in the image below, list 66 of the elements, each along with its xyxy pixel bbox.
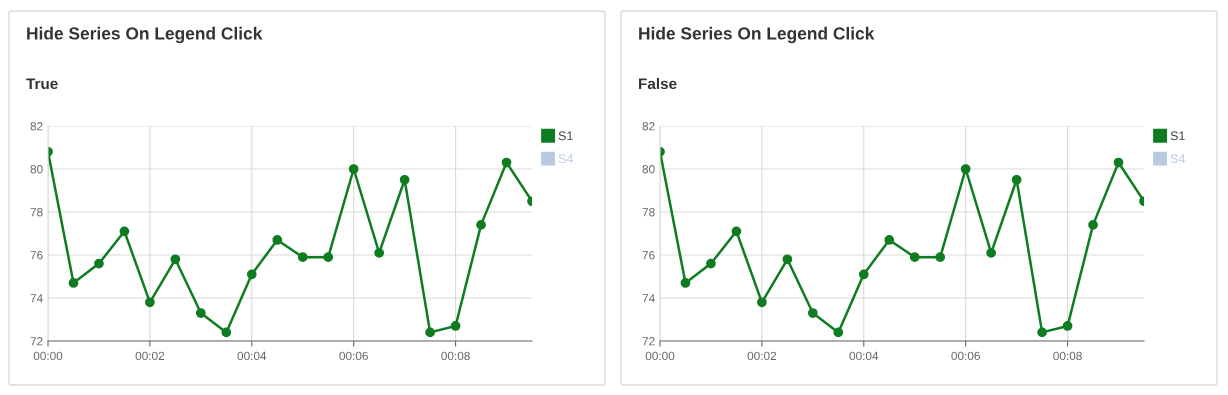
point [706, 258, 716, 269]
legend-label: S4 [558, 154, 574, 164]
point [960, 164, 971, 174]
chart-title: Hide Series On Legend Click [639, 26, 875, 44]
x-tick-label: 00:04 [237, 351, 267, 361]
chart-subtitle: True [26, 78, 58, 90]
x-tick-label: 00:04 [849, 351, 879, 361]
x-tick-label: 00:00 [33, 351, 63, 361]
point [68, 278, 79, 288]
point [450, 321, 461, 331]
y-tick-label: 76 [30, 251, 43, 260]
y-tick-label: 80 [30, 165, 43, 174]
point [501, 157, 512, 168]
point [348, 164, 359, 174]
y-tick-label: 72 [642, 337, 655, 346]
point [680, 278, 691, 288]
x-tick-label: 00:08 [441, 351, 470, 361]
point [935, 252, 946, 263]
point [297, 252, 308, 263]
point [757, 297, 767, 308]
point [94, 258, 104, 269]
y-tick-label: 78 [30, 208, 43, 217]
point [195, 308, 206, 318]
point [782, 254, 793, 265]
y-tick-label: 76 [642, 251, 655, 260]
point [833, 327, 844, 338]
point [145, 297, 155, 308]
y-tick-label: 82 [642, 122, 655, 131]
legend-label: S1 [1170, 131, 1185, 141]
point [221, 327, 232, 338]
x-tick-label: 00:02 [747, 351, 777, 361]
point [731, 226, 742, 237]
point [272, 235, 283, 245]
point [1062, 321, 1073, 331]
point [425, 327, 435, 338]
y-tick-label: 78 [642, 208, 655, 217]
point [909, 252, 920, 263]
point [1037, 327, 1047, 338]
x-tick-label: 00:02 [135, 351, 165, 361]
y-tick-label: 80 [642, 165, 655, 174]
point [1011, 174, 1022, 185]
point [807, 308, 818, 318]
x-tick-label: 00:08 [1053, 351, 1082, 361]
x-tick-label: 00:06 [339, 351, 368, 361]
point [246, 269, 257, 280]
point [884, 235, 895, 245]
point [1088, 220, 1098, 230]
point [170, 254, 181, 265]
x-tick-label: 00:06 [951, 351, 980, 361]
point [858, 269, 869, 280]
point [986, 247, 997, 258]
point [476, 220, 486, 230]
point [323, 252, 334, 263]
y-tick-label: 82 [30, 122, 43, 131]
point [374, 247, 385, 258]
chart-title: Hide Series On Legend Click [27, 26, 263, 44]
point [1113, 157, 1124, 168]
legend-label: S1 [558, 131, 573, 141]
y-tick-label: 74 [642, 294, 655, 303]
x-tick-label: 00:00 [645, 351, 675, 361]
legend-label: S4 [1170, 154, 1186, 164]
chart-subtitle: False [639, 77, 677, 90]
y-tick-label: 74 [30, 294, 43, 303]
point [399, 174, 410, 185]
y-tick-label: 72 [30, 337, 43, 346]
point [119, 226, 130, 237]
